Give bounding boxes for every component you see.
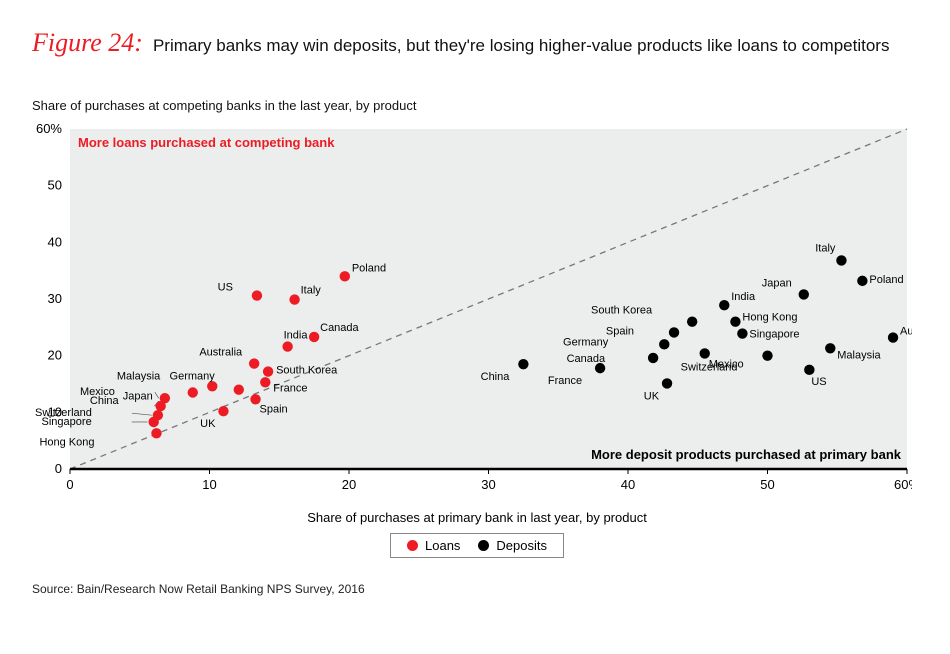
swatch-icon <box>407 540 418 551</box>
svg-text:US: US <box>811 376 826 388</box>
swatch-icon <box>478 540 489 551</box>
y-axis-title: Share of purchases at competing banks in… <box>32 98 922 113</box>
svg-text:10: 10 <box>202 477 216 492</box>
svg-text:60%: 60% <box>894 477 912 492</box>
svg-text:Switzerland: Switzerland <box>681 362 738 374</box>
svg-text:Malaysia: Malaysia <box>117 370 161 382</box>
svg-text:30: 30 <box>481 477 495 492</box>
svg-text:30: 30 <box>48 291 62 306</box>
svg-text:Singapore: Singapore <box>749 329 799 341</box>
figure-title: Primary banks may win deposits, but they… <box>153 36 889 56</box>
svg-text:Japan: Japan <box>762 277 792 289</box>
svg-text:Spain: Spain <box>260 403 288 415</box>
legend-item-deposits: Deposits <box>478 538 547 553</box>
legend: Loans Deposits <box>390 533 564 558</box>
svg-text:0: 0 <box>55 461 62 476</box>
svg-text:South Korea: South Korea <box>276 365 338 377</box>
svg-text:Australia: Australia <box>900 326 912 338</box>
svg-text:Italy: Italy <box>301 285 322 297</box>
svg-text:20: 20 <box>342 477 356 492</box>
svg-text:Canada: Canada <box>567 353 606 365</box>
svg-text:More loans purchased at compet: More loans purchased at competing bank <box>78 135 335 150</box>
legend-item-loans: Loans <box>407 538 460 553</box>
svg-text:Italy: Italy <box>815 242 836 254</box>
figure-label: Figure 24: <box>32 28 143 58</box>
source-text: Source: Bain/Research Now Retail Banking… <box>32 582 922 596</box>
svg-text:Canada: Canada <box>320 322 359 334</box>
svg-text:Switzerland: Switzerland <box>35 407 92 419</box>
svg-text:India: India <box>284 330 309 342</box>
svg-text:India: India <box>731 291 756 303</box>
svg-text:Malaysia: Malaysia <box>837 349 881 361</box>
svg-text:0: 0 <box>66 477 73 492</box>
svg-text:40: 40 <box>621 477 635 492</box>
chart-svg: 0102030405060%0102030405060%More loans p… <box>32 119 912 504</box>
svg-text:50: 50 <box>48 178 62 193</box>
svg-text:Hong Kong: Hong Kong <box>742 312 797 324</box>
svg-text:Spain: Spain <box>606 325 634 337</box>
svg-text:China: China <box>481 371 511 383</box>
svg-text:UK: UK <box>644 390 660 402</box>
x-axis-title: Share of purchases at primary bank in la… <box>32 510 922 525</box>
svg-text:Japan: Japan <box>123 391 153 403</box>
svg-text:Australia: Australia <box>199 347 243 359</box>
svg-text:South Korea: South Korea <box>591 305 653 317</box>
svg-text:France: France <box>273 382 307 394</box>
svg-text:UK: UK <box>200 418 216 430</box>
legend-label: Loans <box>425 538 460 553</box>
svg-text:Germany: Germany <box>170 371 216 383</box>
svg-text:40: 40 <box>48 234 62 249</box>
scatter-chart: 0102030405060%0102030405060%More loans p… <box>32 119 922 504</box>
svg-text:Mexico: Mexico <box>80 386 115 398</box>
svg-text:Poland: Poland <box>352 262 386 274</box>
legend-label: Deposits <box>496 538 547 553</box>
svg-text:Hong Kong: Hong Kong <box>39 436 94 448</box>
svg-text:20: 20 <box>48 348 62 363</box>
svg-text:US: US <box>218 282 233 294</box>
svg-text:50: 50 <box>760 477 774 492</box>
svg-text:Germany: Germany <box>563 336 609 348</box>
figure-header: Figure 24: Primary banks may win deposit… <box>32 28 922 58</box>
svg-text:60%: 60% <box>36 121 62 136</box>
svg-text:Poland: Poland <box>869 274 903 286</box>
svg-text:More deposit products purchase: More deposit products purchased at prima… <box>591 447 902 462</box>
svg-text:France: France <box>548 375 582 387</box>
